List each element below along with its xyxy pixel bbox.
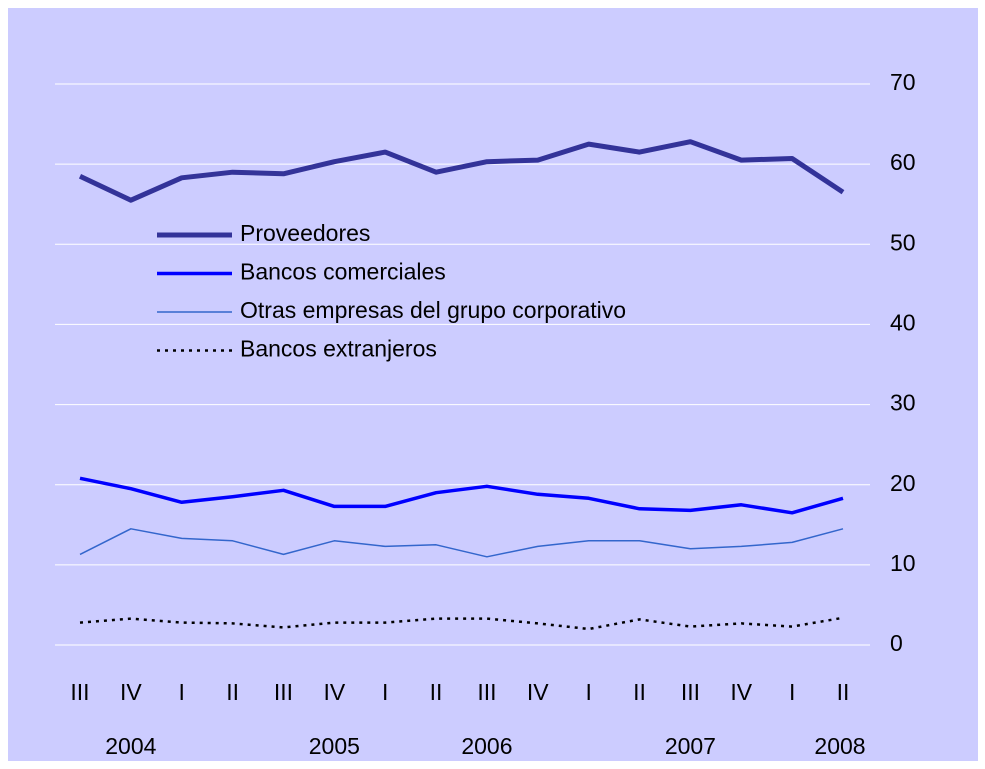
y-tick-label: 0 [890,630,903,656]
x-tick-label: II [633,679,646,705]
y-tick-label: 70 [890,69,916,95]
x-tick-label: II [226,679,239,705]
y-tick-label: 60 [890,149,916,175]
x-tick-label: IV [730,679,752,705]
x-tick-label: III [681,679,700,705]
year-label: 2007 [665,733,716,759]
year-label: 2006 [461,733,512,759]
series-line [79,476,844,515]
x-tick-label: IV [323,679,345,705]
year-label: 2008 [814,733,865,759]
series-line [78,139,845,203]
x-tick-label: I [382,679,388,705]
series-line [79,528,844,558]
x-tick-label: III [274,679,293,705]
x-tick-label: I [179,679,185,705]
x-tick-label: II [430,679,443,705]
y-tick-label: 50 [890,229,916,255]
legend-label: Bancos extranjeros [240,336,437,362]
x-tick-label: I [789,679,795,705]
x-tick-label: IV [527,679,549,705]
year-label: 2005 [309,733,360,759]
y-tick-label: 40 [890,310,916,336]
chart-background [8,8,978,761]
x-tick-label: III [477,679,496,705]
year-label: 2004 [105,733,156,759]
y-tick-label: 30 [890,390,916,416]
y-tick-label: 20 [890,470,916,496]
x-tick-label: I [585,679,591,705]
x-tick-label: IV [120,679,142,705]
legend-label: Bancos comerciales [240,259,446,285]
legend-label: Proveedores [240,220,370,246]
x-tick-label: III [70,679,89,705]
x-tick-label: II [837,679,850,705]
y-tick-label: 10 [890,550,916,576]
legend-label: Otras empresas del grupo corporativo [240,297,626,323]
